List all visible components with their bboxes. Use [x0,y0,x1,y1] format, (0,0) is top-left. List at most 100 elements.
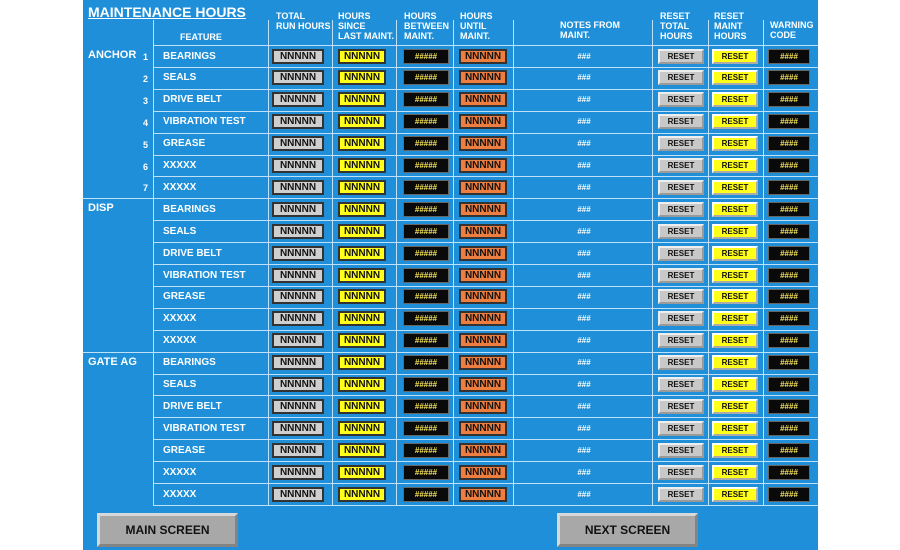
column-divider [763,20,764,505]
reset-button[interactable]: RESET [712,398,758,414]
row-divider [153,110,818,112]
main-screen-button[interactable]: MAIN SCREEN [97,513,238,547]
reset-button[interactable]: RESET [712,70,758,86]
value-field: ### [577,73,591,83]
value-field: ### [577,204,591,214]
value-field: NNNNN [459,223,507,239]
reset-button[interactable]: RESET [658,355,704,371]
reset-button[interactable]: RESET [712,158,758,173]
value-field: NNNNN [272,464,324,480]
reset-button[interactable]: RESET [658,442,704,458]
value-field: ##### [403,92,449,108]
value-field: #### [768,245,810,261]
value-field: NNNNN [272,179,324,195]
reset-button[interactable]: RESET [712,486,758,502]
value-field: NNNNN [272,136,324,152]
reset-button[interactable]: RESET [658,136,704,152]
reset-button[interactable]: RESET [712,464,758,480]
row-divider [153,132,818,134]
value-field: NNNNN [272,114,324,130]
value-field: NNNNN [338,333,386,349]
value-field: NNNNN [459,48,507,64]
feature: XXXXX [163,488,197,500]
reset-button[interactable]: RESET [658,289,704,305]
feature: DRIVE BELT [163,94,222,106]
reset-button[interactable]: RESET [658,333,704,349]
reset-button[interactable]: RESET [658,92,704,108]
reset-button[interactable]: RESET [712,245,758,261]
row-divider [153,264,818,265]
reset-button[interactable]: RESET [658,70,704,86]
value-field: #### [768,311,810,327]
row-number: 7 [143,183,149,194]
reset-button[interactable]: RESET [712,442,758,458]
reset-button[interactable]: RESET [712,377,758,392]
value-field: ### [577,423,591,433]
reset-button[interactable]: RESET [712,311,758,327]
reset-button[interactable]: RESET [658,486,704,502]
reset-button[interactable]: RESET [712,201,758,217]
reset-button[interactable]: RESET [712,179,758,195]
value-field: ##### [403,179,449,195]
value-field: NNNNN [338,377,386,392]
value-field: #### [768,201,810,217]
reset-button[interactable]: RESET [658,114,704,130]
value-field: #### [768,114,810,130]
feature: XXXXX [163,466,197,478]
reset-button[interactable]: RESET [658,267,704,283]
reset-button[interactable]: RESET [712,355,758,371]
next-screen-button[interactable]: NEXT SCREEN [557,513,698,547]
reset-button[interactable]: RESET [658,201,704,217]
value-field: ### [577,467,591,477]
reset-button[interactable]: RESET [712,267,758,283]
value-field: ### [577,182,591,192]
value-field: ### [577,248,591,258]
value-field: #### [768,92,810,108]
value-field: NNNNN [272,70,324,86]
reset-button[interactable]: RESET [658,420,704,436]
feature: BEARINGS [163,50,216,62]
value-field: NNNNN [272,245,324,261]
value-field: NNNNN [459,355,507,371]
reset-button[interactable]: RESET [658,179,704,195]
reset-button[interactable]: RESET [658,464,704,480]
reset-button[interactable]: RESET [658,245,704,261]
value-field: ##### [403,398,449,414]
reset-button[interactable]: RESET [658,223,704,239]
reset-button[interactable]: RESET [658,311,704,327]
value-field: NNNNN [338,136,386,152]
reset-button[interactable]: RESET [712,136,758,152]
column-divider [332,20,333,505]
column-header: HOURS BETWEEN MAINT. [404,11,449,41]
value-field: NNNNN [338,92,386,108]
value-field: ##### [403,311,449,327]
reset-button[interactable]: RESET [712,92,758,108]
row-number: 5 [143,139,149,150]
reset-button[interactable]: RESET [712,289,758,305]
reset-button[interactable]: RESET [712,333,758,349]
value-field: #### [768,179,810,195]
row-divider [153,45,818,46]
row-divider [153,154,818,156]
value-field: ### [577,51,591,61]
reset-button[interactable]: RESET [658,398,704,414]
reset-button[interactable]: RESET [712,48,758,64]
feature: VIBRATION TEST [163,269,246,281]
value-field: NNNNN [459,92,507,108]
value-field: NNNNN [459,179,507,195]
reset-button[interactable]: RESET [658,158,704,173]
feature: XXXXX [163,181,197,193]
reset-button[interactable]: RESET [658,377,704,392]
row-divider [153,483,818,484]
reset-button[interactable]: RESET [658,48,704,64]
reset-button[interactable]: RESET [712,223,758,239]
value-field: NNNNN [338,158,386,173]
feature: SEALS [163,225,197,237]
reset-button[interactable]: RESET [712,420,758,436]
value-field: NNNNN [459,420,507,436]
value-field: NNNNN [459,377,507,392]
column-divider [652,20,653,505]
reset-button[interactable]: RESET [712,114,758,130]
column-divider [153,20,154,505]
value-field: ##### [403,442,449,458]
